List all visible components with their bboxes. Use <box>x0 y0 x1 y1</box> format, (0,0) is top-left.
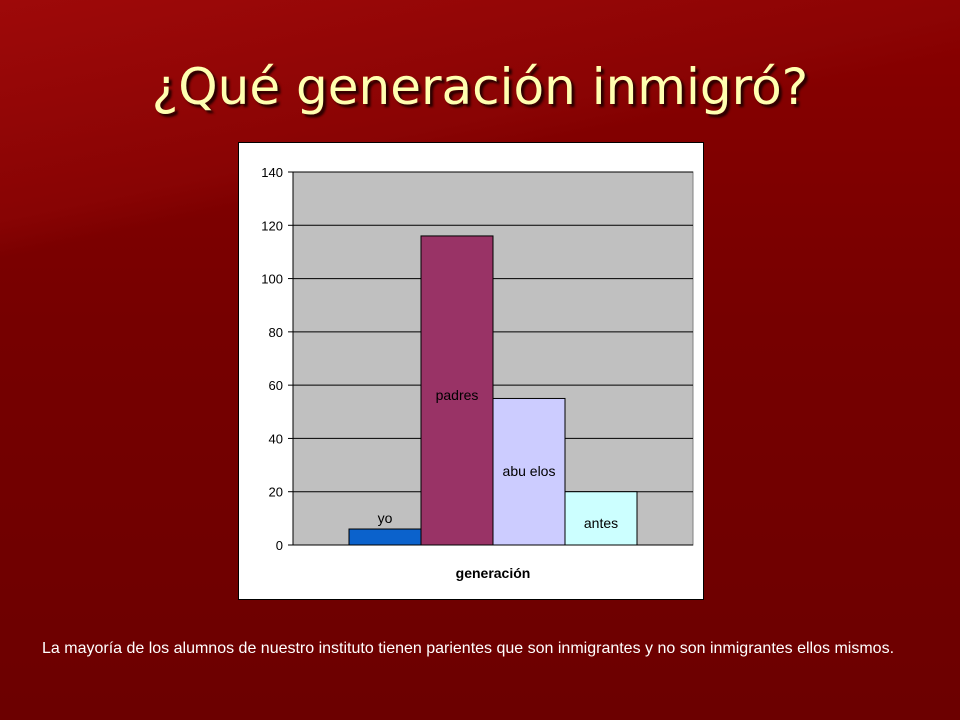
bar-label: abu elos <box>503 463 556 479</box>
bar-2 <box>492 397 566 546</box>
bar-label: yo <box>378 510 393 526</box>
y-tick-label: 20 <box>269 485 283 500</box>
y-tick-label: 80 <box>269 325 283 340</box>
bar-3 <box>564 491 638 546</box>
y-tick-label: 40 <box>269 431 283 446</box>
y-tick-label: 0 <box>276 538 283 553</box>
y-tick-label: 100 <box>261 272 283 287</box>
slide-caption: La mayoría de los alumnos de nuestro ins… <box>42 640 895 657</box>
bar-1 <box>420 235 494 546</box>
bar-label: antes <box>584 515 618 531</box>
bar-chart: 0 20 40 60 80 100 120 140 yo padres abu elos antes g… <box>261 165 694 581</box>
page-title: ¿Qué generación inmigró? <box>151 58 809 116</box>
y-tick-label: 140 <box>261 165 283 180</box>
chart-area: 0 20 40 60 80 100 120 140 yo padres abu elos antes g… <box>238 142 704 600</box>
y-tick-label: 120 <box>261 218 283 233</box>
x-axis-title: generación <box>456 565 531 581</box>
bar-label: padres <box>436 387 479 403</box>
y-tick-label: 60 <box>269 378 283 393</box>
bar-0 <box>348 528 422 546</box>
